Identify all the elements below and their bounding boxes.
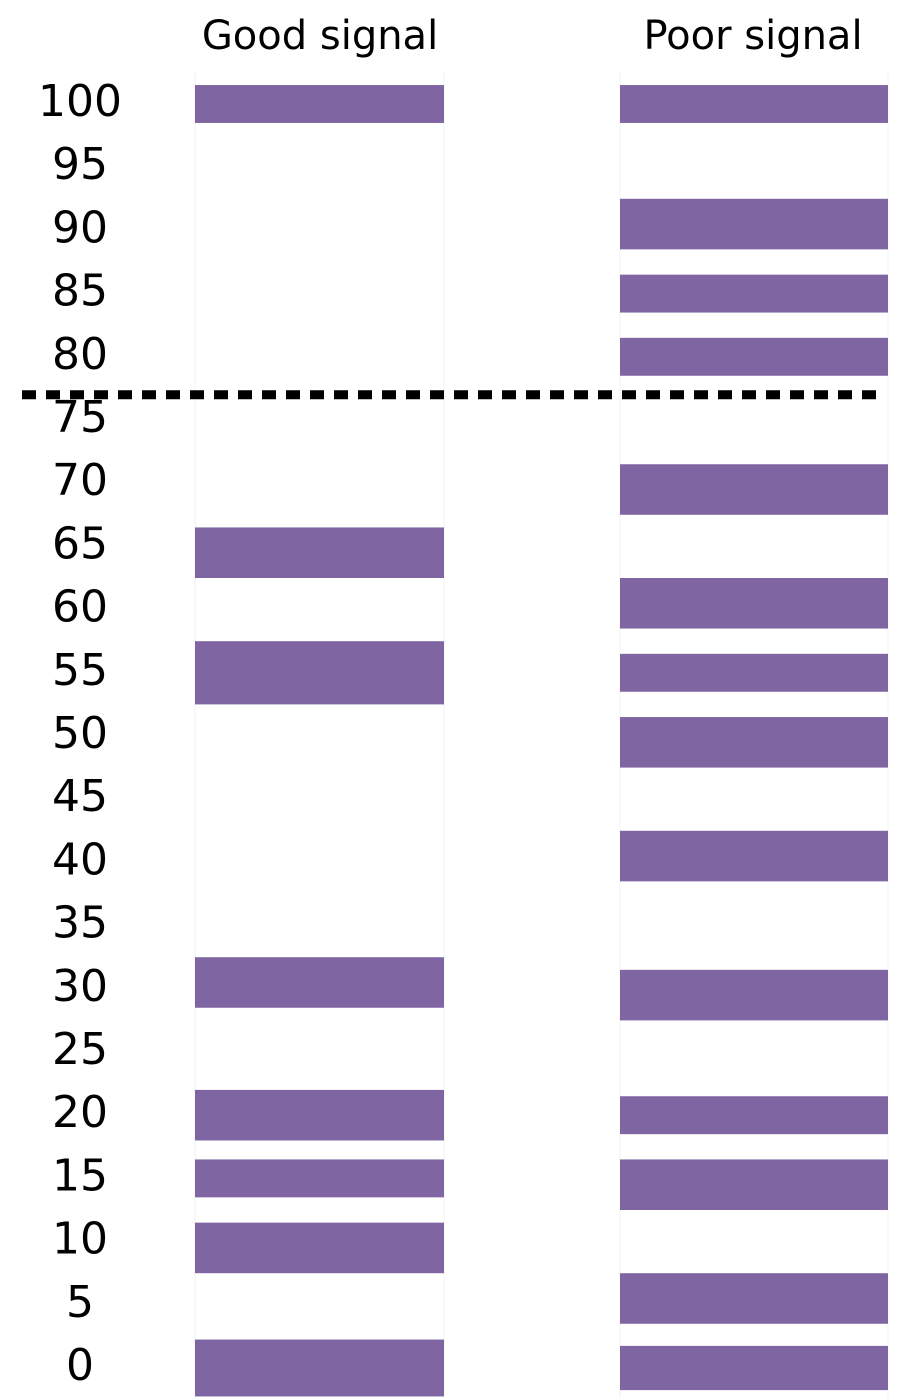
y-tick-label: 40 bbox=[52, 834, 108, 885]
band bbox=[195, 1159, 444, 1198]
y-tick-label: 45 bbox=[52, 771, 108, 822]
y-tick-label: 90 bbox=[52, 202, 108, 253]
band bbox=[195, 1089, 444, 1141]
y-tick-label: 30 bbox=[52, 961, 108, 1012]
band bbox=[620, 198, 888, 250]
band bbox=[620, 830, 888, 882]
y-tick-label: 60 bbox=[52, 582, 108, 633]
y-tick-label: 75 bbox=[52, 392, 108, 443]
y-tick-label: 55 bbox=[52, 645, 108, 696]
y-tick-label: 95 bbox=[52, 139, 108, 190]
y-tick-label: 0 bbox=[66, 1340, 94, 1391]
y-tick-label: 65 bbox=[52, 518, 108, 569]
band bbox=[195, 527, 444, 578]
lane-header: Good signal bbox=[202, 13, 438, 59]
band bbox=[620, 464, 888, 515]
band bbox=[620, 1096, 888, 1135]
band bbox=[620, 1273, 888, 1324]
band bbox=[620, 1345, 888, 1391]
band bbox=[620, 717, 888, 768]
band bbox=[195, 957, 444, 1008]
lane-header: Poor signal bbox=[643, 13, 862, 59]
band bbox=[620, 85, 888, 123]
y-tick-label: 25 bbox=[52, 1024, 108, 1075]
y-tick-label: 80 bbox=[52, 329, 108, 380]
band bbox=[620, 274, 888, 313]
band bbox=[620, 653, 888, 692]
y-tick-label: 10 bbox=[52, 1214, 108, 1265]
y-tick-label: 85 bbox=[52, 266, 108, 317]
y-tick-label: 70 bbox=[52, 455, 108, 506]
y-tick-label: 15 bbox=[52, 1150, 108, 1201]
y-tick-label: 50 bbox=[52, 708, 108, 759]
band bbox=[620, 969, 888, 1021]
band bbox=[620, 1159, 888, 1210]
band bbox=[620, 337, 888, 376]
band bbox=[195, 85, 444, 123]
band bbox=[195, 1339, 444, 1397]
y-tick-label: 20 bbox=[52, 1087, 108, 1138]
band bbox=[620, 578, 888, 629]
y-tick-label: 100 bbox=[38, 76, 122, 127]
y-tick-label: 35 bbox=[52, 898, 108, 949]
band bbox=[195, 1222, 444, 1274]
y-tick-label: 5 bbox=[66, 1277, 94, 1328]
band bbox=[195, 641, 444, 705]
